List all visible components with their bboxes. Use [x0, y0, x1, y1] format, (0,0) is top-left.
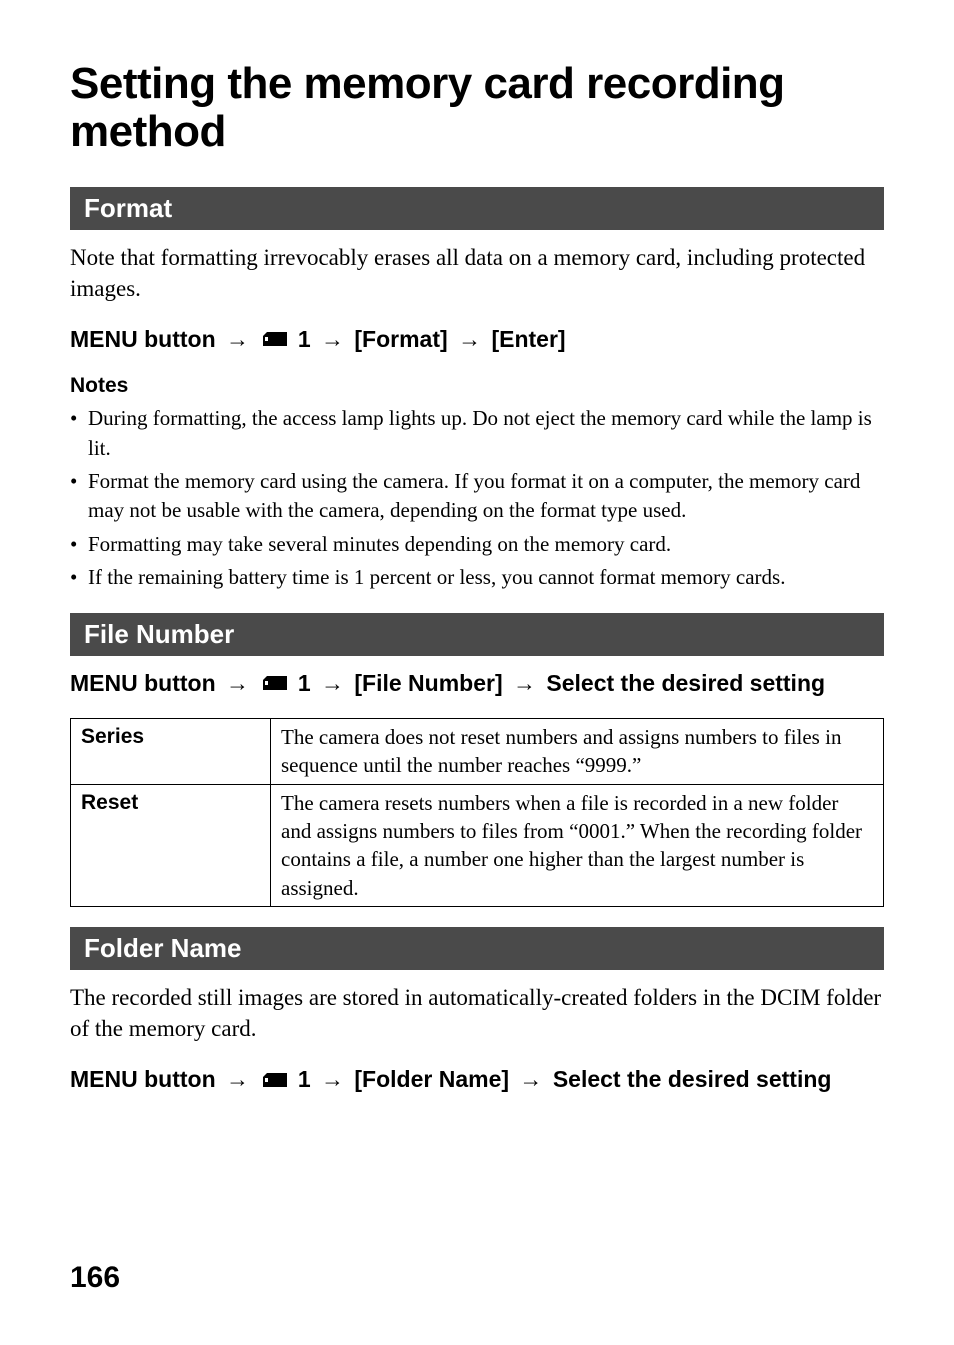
menu-item: [File Number]: [354, 670, 502, 696]
arrow-icon: →: [321, 1064, 344, 1095]
menu-tab: 1: [298, 326, 311, 352]
format-intro-text: Note that formatting irrevocably erases …: [70, 242, 884, 304]
memory-card-icon: [261, 669, 289, 700]
notes-list: During formatting, the access lamp light…: [70, 404, 884, 592]
note-item: During formatting, the access lamp light…: [70, 404, 884, 463]
menu-tab: 1: [298, 1066, 311, 1092]
arrow-icon: →: [519, 1064, 542, 1095]
section-heading-format: Format: [70, 187, 884, 230]
arrow-icon: →: [458, 324, 481, 355]
menu-item: [Format]: [354, 326, 447, 352]
menu-prefix: MENU button: [70, 326, 216, 352]
menu-prefix: MENU button: [70, 670, 216, 696]
table-row: Reset The camera resets numbers when a f…: [71, 784, 884, 906]
menu-action: Select the desired setting: [553, 1066, 832, 1092]
arrow-icon: →: [226, 668, 249, 699]
folder-name-menu-path: MENU button → 1 → [Folder Name] → Select…: [70, 1064, 884, 1096]
menu-prefix: MENU button: [70, 1066, 216, 1092]
section-heading-folder-name: Folder Name: [70, 927, 884, 970]
option-desc: The camera resets numbers when a file is…: [271, 784, 884, 906]
option-label: Reset: [71, 784, 271, 906]
notes-heading: Notes: [70, 374, 884, 398]
memory-card-icon: [261, 325, 289, 356]
note-item: Format the memory card using the camera.…: [70, 467, 884, 526]
note-item: Formatting may take several minutes depe…: [70, 530, 884, 559]
menu-action: [Enter]: [491, 326, 565, 352]
memory-card-icon: [261, 1066, 289, 1097]
file-number-table: Series The camera does not reset numbers…: [70, 718, 884, 907]
arrow-icon: →: [321, 324, 344, 355]
note-item: If the remaining battery time is 1 perce…: [70, 563, 884, 592]
folder-name-intro-text: The recorded still images are stored in …: [70, 982, 884, 1044]
arrow-icon: →: [226, 1064, 249, 1095]
menu-action: Select the desired setting: [546, 670, 825, 696]
table-row: Series The camera does not reset numbers…: [71, 719, 884, 785]
menu-item: [Folder Name]: [354, 1066, 509, 1092]
arrow-icon: →: [513, 668, 536, 699]
format-menu-path: MENU button → 1 → [Format] → [Enter]: [70, 324, 884, 356]
option-desc: The camera does not reset numbers and as…: [271, 719, 884, 785]
arrow-icon: →: [226, 324, 249, 355]
arrow-icon: →: [321, 668, 344, 699]
file-number-menu-path: MENU button → 1 → [File Number] → Select…: [70, 668, 884, 700]
page-number: 166: [70, 1261, 120, 1295]
menu-tab: 1: [298, 670, 311, 696]
option-label: Series: [71, 719, 271, 785]
section-heading-file-number: File Number: [70, 613, 884, 656]
page-title: Setting the memory card recording method: [70, 60, 884, 157]
